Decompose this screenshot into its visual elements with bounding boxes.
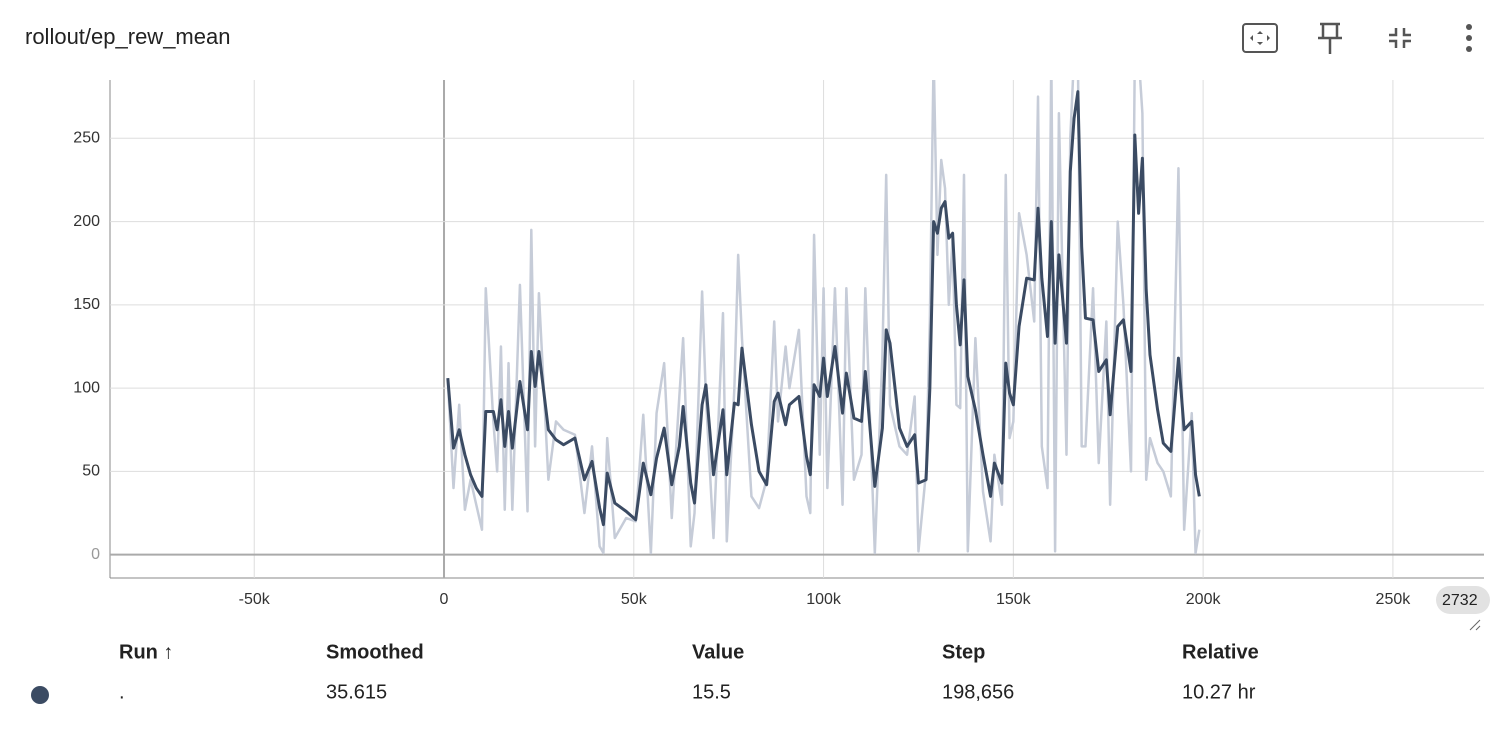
y-tick-label: 100 xyxy=(73,379,100,396)
x-tick-label: 0 xyxy=(440,591,449,608)
resize-handle[interactable] xyxy=(1469,619,1481,631)
table-header: Step xyxy=(942,641,985,663)
x-tick-label: 50k xyxy=(621,591,648,608)
y-tick-label: 150 xyxy=(73,296,100,313)
fit-domain-button[interactable] xyxy=(1242,23,1278,53)
x-tick-label: 250k xyxy=(1376,591,1412,608)
y-tick-label: 0 xyxy=(91,546,100,563)
x-tick-label: 150k xyxy=(996,591,1032,608)
table-cell: . xyxy=(119,681,125,703)
plot xyxy=(446,80,1201,555)
chart-title: rollout/ep_rew_mean xyxy=(25,24,230,49)
y-tick-label: 250 xyxy=(73,130,100,147)
grid xyxy=(110,80,1484,578)
x-extent-label: 2732 xyxy=(1442,592,1478,609)
more-menu-button[interactable] xyxy=(1466,24,1472,52)
x-tick-label: 200k xyxy=(1186,591,1222,608)
table-header: Relative xyxy=(1182,641,1259,663)
y-tick-label: 50 xyxy=(82,463,100,480)
table-header: Value xyxy=(692,641,744,663)
table-header: Run ↑ xyxy=(119,641,173,663)
x-tick-label: 100k xyxy=(806,591,842,608)
run-color-dot xyxy=(31,686,49,704)
table-cell: 15.5 xyxy=(692,681,731,703)
x-tick-label: -50k xyxy=(239,591,271,608)
table-header: Smoothed xyxy=(326,641,424,663)
table-cell: 198,656 xyxy=(942,681,1014,703)
smoothed-line xyxy=(446,90,1201,527)
collapse-button[interactable] xyxy=(1389,28,1411,48)
pin-button[interactable] xyxy=(1318,22,1342,54)
table-cell: 10.27 hr xyxy=(1182,681,1256,703)
data-table: Run ↑ Smoothed Value Step Relative. 35.615 15.… xyxy=(119,641,1259,703)
x-extent-pill xyxy=(1436,586,1490,614)
table-cell: 35.615 xyxy=(326,681,387,703)
y-tick-label: 200 xyxy=(73,213,100,230)
